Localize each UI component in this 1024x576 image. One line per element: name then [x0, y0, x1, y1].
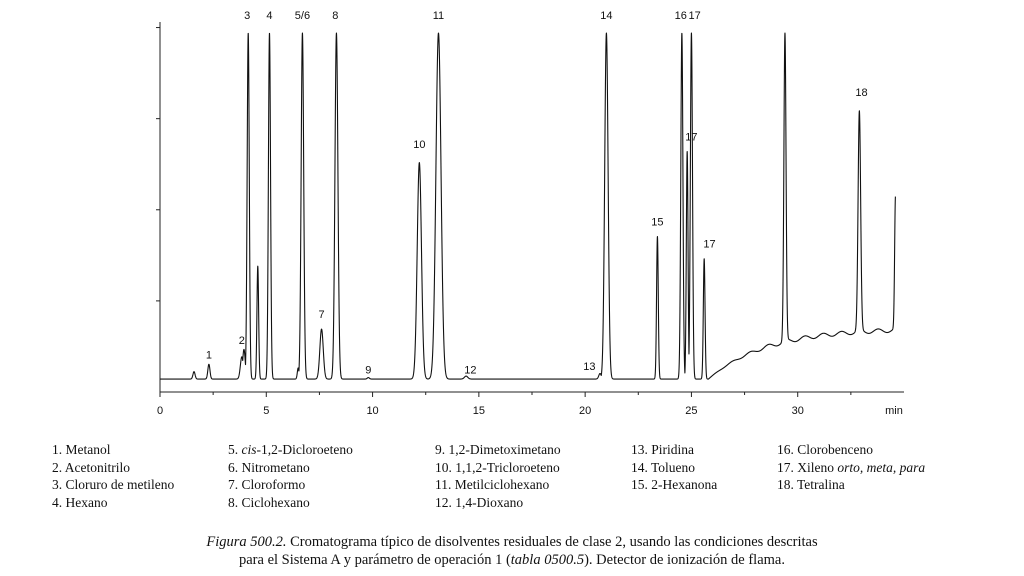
legend-item: 7. Cloroformo: [228, 477, 306, 492]
legend-column-5: 16. Clorobenceno 17. Xileno orto, meta, …: [777, 441, 925, 494]
peak-label: 7: [318, 309, 324, 321]
legend-item: 11. Metilciclohexano: [435, 477, 550, 492]
legend-column-2: 5. cis-1,2-Dicloroeteno 6. Nitrometano 7…: [228, 441, 353, 511]
legend-item: 6. Nitrometano: [228, 459, 310, 475]
legend-item: 13. Piridina: [631, 442, 694, 457]
legend-item: 2. Acetonitrilo: [52, 459, 130, 475]
peak-label: 11: [433, 10, 444, 22]
peak-label: 3: [244, 10, 250, 22]
x-tick-label: 30: [792, 405, 804, 417]
legend-item: 12. 1,4-Dioxano: [435, 494, 524, 510]
peak-label: 18: [855, 87, 867, 99]
legend-column-1: 1. Metanol 2. Acetonitrilo 3. Cloruro de…: [52, 441, 174, 511]
legend-item: 15. 2-Hexanona: [631, 477, 718, 492]
peak-label: 15: [651, 217, 663, 229]
legend-column-3: 9. 1,2-Dimetoximetano 10. 1,1,2-Tricloro…: [435, 441, 561, 511]
legend-item: 17. Xileno orto, meta, para: [777, 459, 926, 475]
peak-label: 17: [703, 239, 715, 251]
x-tick-label: 25: [685, 405, 697, 417]
x-tick-label: 20: [579, 405, 591, 417]
legend-item: 9. 1,2-Dimetoximetano: [435, 442, 561, 457]
legend-item: 4. Hexano: [52, 494, 108, 510]
peak-label: 8: [332, 10, 338, 22]
legend-item: 8. Ciclohexano: [228, 494, 310, 510]
peak-label: 2: [239, 335, 245, 347]
figure-label: Figura 500.2.: [206, 534, 287, 550]
peak-label: 12: [464, 365, 476, 377]
legend-item: 10. 1,1,2-Tricloroeteno: [435, 459, 560, 475]
peak-label: 4: [266, 10, 272, 22]
caption-line-1: Figura 500.2. Cromatograma típico de dis…: [206, 534, 818, 550]
legend-column-4: 13. Piridina 14. Tolueno 15. 2-Hexanona: [631, 441, 717, 494]
x-axis-ticks: 0 5 10 15 20 25 30: [157, 392, 852, 417]
peak-label: 17: [688, 10, 700, 22]
chromatogram-trace: [159, 32, 896, 380]
peak-label: 13: [583, 361, 595, 373]
x-tick-label: 10: [366, 405, 378, 417]
x-axis-unit-label: min: [885, 405, 903, 417]
legend-item: 5. cis-1,2-Dicloroeteno: [228, 442, 353, 457]
peak-label: 16: [675, 10, 687, 22]
caption-line-2: para el Sistema A y parámetro de operaci…: [239, 552, 785, 568]
peak-label: 1: [206, 350, 212, 362]
figure-caption: Figura 500.2. Cromatograma típico de dis…: [0, 533, 1024, 569]
peak-label: 14: [600, 10, 612, 22]
peak-label: 17: [685, 131, 697, 143]
legend-item: 18. Tetralina: [777, 477, 845, 492]
peak-label: 5/6: [295, 10, 310, 22]
peak-label: 10: [413, 139, 425, 151]
legend-item: 3. Cloruro de metileno: [52, 477, 175, 492]
legend-item: 16. Clorobenceno: [777, 442, 873, 457]
peak-label: 9: [365, 365, 371, 377]
y-axis-ticks: [156, 27, 160, 302]
x-tick-label: 0: [157, 405, 163, 417]
legend-item: 14. Tolueno: [631, 459, 696, 475]
x-tick-label: 15: [473, 405, 485, 417]
x-tick-label: 5: [263, 405, 269, 417]
legend-item: 1. Metanol: [52, 442, 111, 457]
